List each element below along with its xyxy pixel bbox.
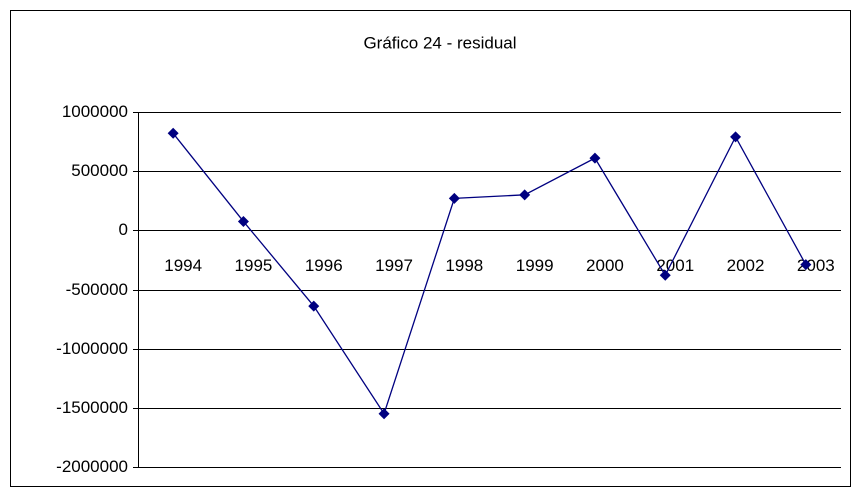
x-tick-label: 1997 (375, 256, 413, 275)
x-tick-label: 1998 (445, 256, 483, 275)
x-tick-label: 1996 (305, 256, 343, 275)
chart-frame (10, 10, 851, 487)
x-tick-label: 2002 (727, 256, 765, 275)
marker (378, 408, 390, 420)
chart-title: Gráfico 24 - residual (363, 33, 516, 52)
marker (308, 300, 320, 312)
marker (237, 215, 249, 227)
y-tick-label: 500000 (71, 161, 128, 180)
x-tick-label: 1994 (164, 256, 202, 275)
x-tick-label: 1999 (516, 256, 554, 275)
y-tick-label: -500000 (66, 280, 128, 299)
marker (730, 131, 742, 143)
y-tick-label: -1000000 (56, 339, 128, 358)
marker (659, 269, 671, 281)
marker (519, 189, 531, 201)
line (172, 132, 807, 416)
y-tick-label: -1500000 (56, 398, 128, 417)
y-tick-label: -2000000 (56, 457, 128, 476)
marker (589, 152, 601, 164)
marker (167, 127, 179, 139)
x-tick-label: 2001 (656, 256, 694, 275)
marker (448, 192, 460, 204)
x-tick-label: 2000 (586, 256, 624, 275)
marker (800, 259, 812, 271)
x-tick-label: 1995 (235, 256, 273, 275)
y-tick-label: 1000000 (62, 102, 128, 121)
y-tick-label: 0 (119, 220, 128, 239)
